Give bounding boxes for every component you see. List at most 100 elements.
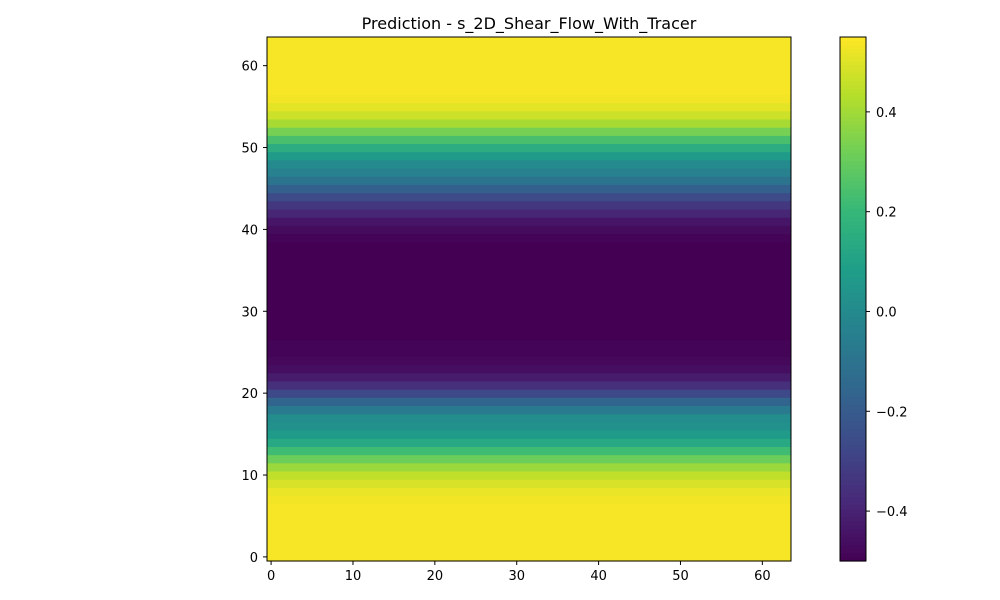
colorbar-segment (840, 113, 866, 118)
colorbar-segment (840, 461, 866, 466)
colorbar-segment (840, 61, 866, 66)
colorbar-segment (840, 157, 866, 162)
heatmap-row (267, 470, 791, 480)
heatmap-row (267, 290, 791, 300)
colorbar-segment (840, 221, 866, 226)
plot-frame (266, 36, 792, 562)
heatmap-row (267, 266, 791, 276)
colorbar-segment (840, 533, 866, 538)
colorbar-segment (840, 493, 866, 498)
colorbar-segment (840, 365, 866, 370)
colorbar-segment (840, 405, 866, 410)
colorbar-segment (840, 49, 866, 54)
heatmap-row (267, 53, 791, 63)
colorbar-tick-label: 0.4 (876, 106, 897, 121)
heatmap-row (267, 217, 791, 226)
colorbar-segment (840, 193, 866, 198)
colorbar (840, 37, 866, 562)
heatmap-row (267, 102, 791, 112)
heatmap-row (267, 159, 791, 169)
colorbar-segment (840, 257, 866, 262)
heatmap-row (267, 37, 791, 46)
heatmap-row (267, 495, 791, 505)
colorbar-segment (840, 197, 866, 202)
colorbar-segment (840, 429, 866, 434)
colorbar-segment (840, 333, 866, 338)
colorbar-segment (840, 293, 866, 298)
heatmap-row (267, 544, 791, 554)
heatmap-row (267, 208, 791, 218)
colorbar-segment (840, 161, 866, 166)
colorbar-segment (840, 181, 866, 186)
colorbar-segment (840, 265, 866, 270)
colorbar-segment (840, 261, 866, 266)
y-tick-label: 10 (241, 469, 258, 484)
heatmap-row (267, 520, 791, 529)
heatmap-row (267, 118, 791, 128)
colorbar-segment (840, 469, 866, 474)
colorbar-frame (839, 36, 867, 562)
x-tick-label: 40 (590, 569, 607, 584)
colorbar-segment (840, 325, 866, 330)
heatmap-row (267, 315, 791, 325)
colorbar-segment (840, 249, 866, 254)
colorbar-segment (840, 57, 866, 62)
heatmap-row (267, 331, 791, 341)
colorbar-segment (840, 89, 866, 94)
heatmap-row (267, 45, 791, 54)
heatmap-row (267, 380, 791, 390)
y-tick-label: 0 (250, 551, 258, 566)
colorbar-segment (840, 185, 866, 190)
colorbar-segment (840, 289, 866, 294)
colorbar-segment (840, 133, 866, 138)
colorbar-segment (840, 81, 866, 86)
colorbar-segment (840, 381, 866, 386)
heatmap-row (267, 176, 791, 185)
heatmap-row (267, 503, 791, 513)
heatmap-row (267, 536, 791, 546)
colorbar-segment (840, 529, 866, 534)
colorbar-segment (840, 201, 866, 206)
colorbar-segment (840, 453, 866, 458)
colorbar-segment (840, 557, 866, 562)
colorbar-segment (840, 125, 866, 130)
colorbar-segment (840, 525, 866, 530)
colorbar-segment (840, 165, 866, 170)
colorbar-segment (840, 73, 866, 78)
colorbar-segment (840, 409, 866, 414)
heatmap-row (267, 372, 791, 382)
colorbar-segment (840, 481, 866, 486)
colorbar-segment (840, 477, 866, 482)
colorbar-segment (840, 145, 866, 150)
heatmap-row (267, 413, 791, 423)
heatmap-row (267, 61, 791, 71)
heatmap-row (267, 69, 791, 79)
heatmap-row (267, 364, 791, 374)
x-tick-label: 0 (267, 569, 275, 584)
colorbar-segment (840, 449, 866, 454)
heatmap-row (267, 462, 791, 472)
colorbar-segment (840, 313, 866, 318)
colorbar-segment (840, 373, 866, 378)
colorbar-segment (840, 69, 866, 74)
colorbar-segment (840, 53, 866, 58)
y-tick-label: 50 (241, 142, 258, 157)
heatmap-row (267, 552, 791, 562)
colorbar-segment (840, 357, 866, 362)
colorbar-segment (840, 549, 866, 554)
heatmap-row (267, 282, 791, 292)
x-tick-label: 10 (345, 569, 362, 584)
colorbar-segment (840, 41, 866, 46)
colorbar-segment (840, 285, 866, 290)
colorbar-segment (840, 269, 866, 274)
colorbar-segment (840, 521, 866, 526)
heatmap-row (267, 438, 791, 447)
colorbar-segment (840, 297, 866, 302)
heatmap-row (267, 135, 791, 145)
colorbar-segment (840, 273, 866, 278)
heatmap-row (267, 241, 791, 251)
heatmap-row (267, 94, 791, 104)
colorbar-segment (840, 237, 866, 242)
colorbar-segment (840, 317, 866, 322)
